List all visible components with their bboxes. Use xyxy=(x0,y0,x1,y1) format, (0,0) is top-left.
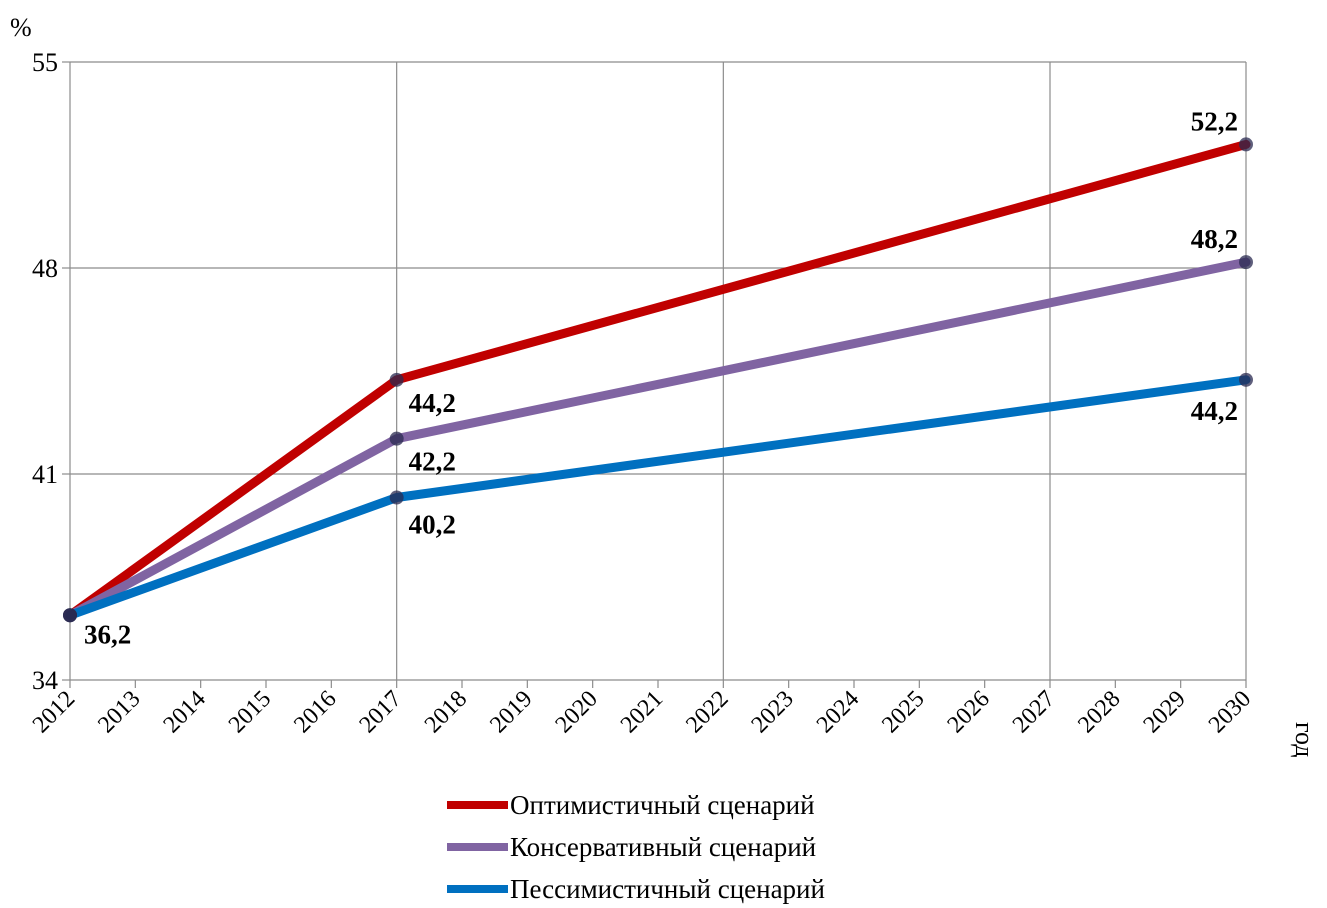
data-label: 36,2 xyxy=(84,619,131,649)
series-lines xyxy=(65,139,1251,620)
x-tick-label: 2017 xyxy=(355,686,407,738)
x-tick-label: 2014 xyxy=(159,686,211,738)
series-markers xyxy=(63,137,1253,623)
y-tick-label: 34 xyxy=(32,666,58,695)
x-tick-label: 2018 xyxy=(420,686,472,738)
grid xyxy=(62,61,1247,688)
x-tick-label: 2023 xyxy=(747,686,799,738)
x-tick-label: 2026 xyxy=(943,686,995,738)
data-point xyxy=(389,431,404,446)
data-label: 48,2 xyxy=(1191,224,1238,254)
x-tick-label: 2030 xyxy=(1204,686,1256,738)
x-tick-label: 2020 xyxy=(551,686,603,738)
x-tick-labels: 2012 2013 2014 2015 2016 2017 2018 2019 2020 2021… xyxy=(28,686,1256,738)
y-axis-label: % xyxy=(10,13,32,42)
x-tick-label: 2028 xyxy=(1073,686,1125,738)
data-labels: 44,2 52,2 42,2 48,2 36,2 40,2 44,2 xyxy=(84,106,1238,649)
x-tick-label: 2022 xyxy=(681,686,733,738)
x-tick-label: 2029 xyxy=(1139,686,1191,738)
data-point xyxy=(1239,372,1253,387)
data-point xyxy=(63,608,77,623)
data-label: 42,2 xyxy=(409,447,456,477)
series-line xyxy=(65,257,1251,620)
x-tick-label: 2025 xyxy=(877,686,929,738)
x-tick-label: 2021 xyxy=(616,686,668,738)
data-label: 44,2 xyxy=(409,388,456,418)
y-tick-labels: 34 41 48 55 xyxy=(32,48,58,695)
x-tick-label: 2024 xyxy=(812,686,864,738)
series-line xyxy=(65,375,1251,620)
data-point xyxy=(1239,255,1253,270)
x-tick-label: 2015 xyxy=(224,686,276,738)
data-label: 44,2 xyxy=(1191,396,1238,426)
legend-label: Пессимистичный сценарий xyxy=(510,874,825,904)
legend-label: Консервативный сценарий xyxy=(510,832,816,862)
legend-label: Оптимистичный сценарий xyxy=(510,790,815,820)
legend: Оптимистичный сценарий Консервативный сце… xyxy=(447,790,825,904)
x-tick-label: 2013 xyxy=(93,686,145,738)
data-label: 40,2 xyxy=(409,510,456,540)
data-point xyxy=(389,490,404,505)
x-tick-label: 2019 xyxy=(485,686,537,738)
y-tick-label: 48 xyxy=(32,254,58,283)
x-tick-label: 2016 xyxy=(289,686,341,738)
data-label: 52,2 xyxy=(1191,106,1238,136)
x-tick-label: 2027 xyxy=(1008,686,1060,738)
x-axis-label: год xyxy=(1290,722,1319,758)
y-tick-label: 55 xyxy=(32,48,58,77)
y-tick-label: 41 xyxy=(32,460,58,489)
data-point xyxy=(389,372,404,387)
data-point xyxy=(1239,137,1253,152)
